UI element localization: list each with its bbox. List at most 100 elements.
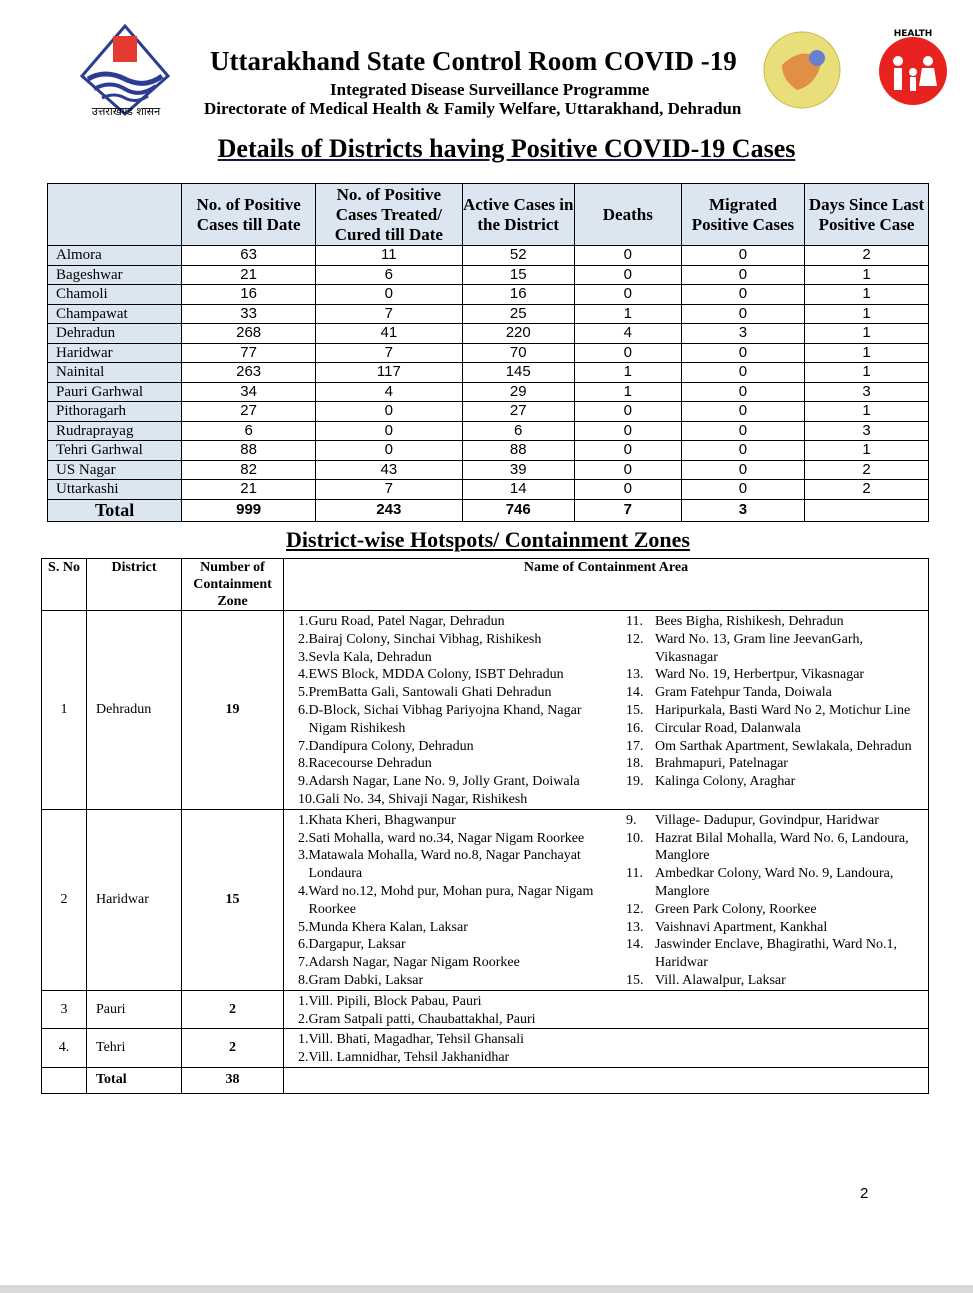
page-title: Uttarakhand State Control Room COVID -19 [210, 46, 737, 76]
table-cell: 1 [804, 323, 929, 344]
item-text: Gram Dabki, Laksar [308, 972, 424, 988]
table-row: Champawat 33 7 25 1 0 1 [46, 303, 929, 324]
table-cell: 3 [680, 323, 806, 344]
idsp-logo [763, 31, 841, 109]
column-header: No. of Positive Cases till Date [181, 183, 317, 246]
table-cell: 3 [804, 381, 929, 402]
total-cell: 746 [461, 498, 575, 522]
item-number: 1. [298, 993, 309, 1009]
table-row: Almora 63 11 52 0 0 2 [46, 245, 929, 266]
containment-area-item: 7. Dandipura Colony, Dehradun [298, 738, 606, 756]
item-text: Haripurkala, Basti Ward No 2, Motichur L… [655, 702, 911, 718]
table-row: Pithoragarh 27 0 27 0 0 1 [46, 401, 929, 422]
containment-area-item: 6. D-Block, Sichai Vibhag Pariyojna Khand… [298, 702, 606, 738]
table-cell: 70 [461, 342, 575, 363]
table-cell: 2 [804, 479, 929, 500]
table-cell: 2 [804, 245, 929, 266]
containment-area-item: 9. Adarsh Nagar, Lane No. 9, Jolly Grant,… [298, 773, 606, 791]
table-cell: 6 [181, 420, 317, 441]
item-number: 10. [626, 830, 644, 846]
item-number: 2. [298, 631, 309, 647]
item-text: Om Sarthak Apartment, Sewlakala, Dehradu… [655, 738, 912, 754]
item-text: Jaswinder Enclave, Bhagirathi, Ward No.1… [655, 937, 897, 971]
total-count: 38 [181, 1066, 284, 1094]
containment-area-item: 4. EWS Block, MDDA Colony, ISBT Dehradun [298, 666, 606, 684]
item-number: 9. [298, 774, 309, 790]
table-cell: 145 [461, 362, 575, 383]
area-column-left: 1. Vill. Pipili, Block Pabau, Pauri 2. Gram… [284, 993, 606, 1029]
item-number: 14. [626, 937, 644, 953]
item-number: 15. [626, 702, 644, 718]
table-row: Bageshwar 21 6 15 0 0 1 [46, 264, 929, 285]
zone-count: 2 [181, 1028, 284, 1068]
item-text: Adarsh Nagar, Nagar Nigam Roorkee [308, 955, 520, 971]
item-text: Khata Kheri, Bhagwanpur [308, 812, 456, 828]
table-cell: 1 [573, 303, 682, 324]
area-column-left: 1. Guru Road, Patel Nagar, Dehradun 2. Bair… [284, 613, 606, 809]
table-cell: 1 [573, 381, 682, 402]
containment-area-item: 2. Vill. Lamnidhar, Tehsil Jakhanidhar [298, 1049, 606, 1067]
item-number: 12. [626, 631, 644, 647]
district-name: Tehri Garhwal [46, 440, 183, 461]
area-column-right [606, 1031, 922, 1067]
table-cell: 1 [804, 401, 929, 422]
item-text: Sevla Kala, Dehradun [308, 649, 432, 665]
containment-area-item: 16. Circular Road, Dalanwala [626, 720, 922, 738]
table-cell: 1 [804, 303, 929, 324]
item-number: 18. [626, 756, 644, 772]
table-cell: 6 [461, 420, 575, 441]
table-cell: 1 [804, 284, 929, 305]
table-cell: 0 [680, 245, 806, 266]
containment-area-item: 2. Sati Mohalla, ward no.34, Nagar Nigam … [298, 830, 606, 848]
table-cell: 1 [804, 342, 929, 363]
table-cell: 27 [181, 401, 317, 422]
table-cell: 263 [181, 362, 317, 383]
item-text: Racecourse Dehradun [308, 756, 432, 772]
containment-area-item: 1. Guru Road, Patel Nagar, Dehradun [298, 613, 606, 631]
zone-count: 15 [181, 808, 284, 991]
containment-area-columns: 1. Khata Kheri, Bhagwanpur 2. Sati Mohalla,… [284, 810, 928, 990]
table-cell: 1 [573, 362, 682, 383]
item-number: 15. [626, 972, 644, 988]
containment-area-item: 4. Ward no.12, Mohd pur, Mohan pura, Naga… [298, 883, 606, 919]
containment-area-item: 2. Gram Satpali patti, Chaubattakhal, Pau… [298, 1011, 606, 1029]
table-cell: 0 [573, 342, 682, 363]
item-number: 4. [298, 667, 309, 683]
column-header [46, 183, 183, 246]
containment-area-item: 12. Green Park Colony, Roorkee [626, 901, 922, 919]
total-cell [804, 498, 929, 522]
table-row: Chamoli 16 0 16 0 0 1 [46, 284, 929, 305]
containment-area-item: 10. Hazrat Bilal Mohalla, Ward No. 6, Lan… [626, 830, 922, 866]
blank-cell [283, 1066, 929, 1094]
table-cell: 0 [680, 303, 806, 324]
item-number: 2. [298, 1011, 309, 1027]
table-cell: 0 [573, 459, 682, 480]
containment-area-item: 1. Vill. Pipili, Block Pabau, Pauri [298, 993, 606, 1011]
directorate-name: Directorate of Medical Health & Family W… [204, 99, 742, 118]
column-header: S. No [41, 558, 87, 611]
table-cell: 77 [181, 342, 317, 363]
item-text: Village- Dadupur, Govindpur, Haridwar [655, 812, 879, 828]
containment-area-item: 19. Kalinga Colony, Araghar [626, 773, 922, 791]
table-cell: 0 [680, 440, 806, 461]
item-text: Gram Fatehpur Tanda, Doiwala [655, 685, 832, 701]
item-number: 11. [626, 866, 643, 882]
table-row: Nainital 263 117 145 1 0 1 [46, 362, 929, 383]
table-row: Pauri Garhwal 34 4 29 1 0 3 [46, 381, 929, 402]
table-cell: 0 [680, 401, 806, 422]
column-header: Number of Containment Zone [181, 558, 284, 611]
containment-areas: 1. Guru Road, Patel Nagar, Dehradun 2. Bair… [283, 610, 929, 810]
table-cell: 0 [680, 459, 806, 480]
item-text: D-Block, Sichai Vibhag Pariyojna Khand, … [308, 702, 582, 736]
table-cell: 41 [315, 323, 463, 344]
item-text: Sati Mohalla, ward no.34, Nagar Nigam Ro… [308, 830, 585, 846]
table-cell: 11 [315, 245, 463, 266]
page-number: 2 [860, 1185, 869, 1202]
table-row: Haridwar 77 7 70 0 0 1 [46, 342, 929, 363]
column-header: Name of Containment Area [283, 558, 929, 611]
district-name: Pauri [86, 989, 182, 1030]
item-text: Ambedkar Colony, Ward No. 9, Landoura, M… [655, 866, 894, 899]
containment-area-item: 2. Bairaj Colony, Sinchai Vibhag, Rishike… [298, 631, 606, 649]
district-name: US Nagar [46, 459, 183, 480]
area-column-left: 1. Vill. Bhati, Magadhar, Tehsil Ghansali… [284, 1031, 606, 1067]
